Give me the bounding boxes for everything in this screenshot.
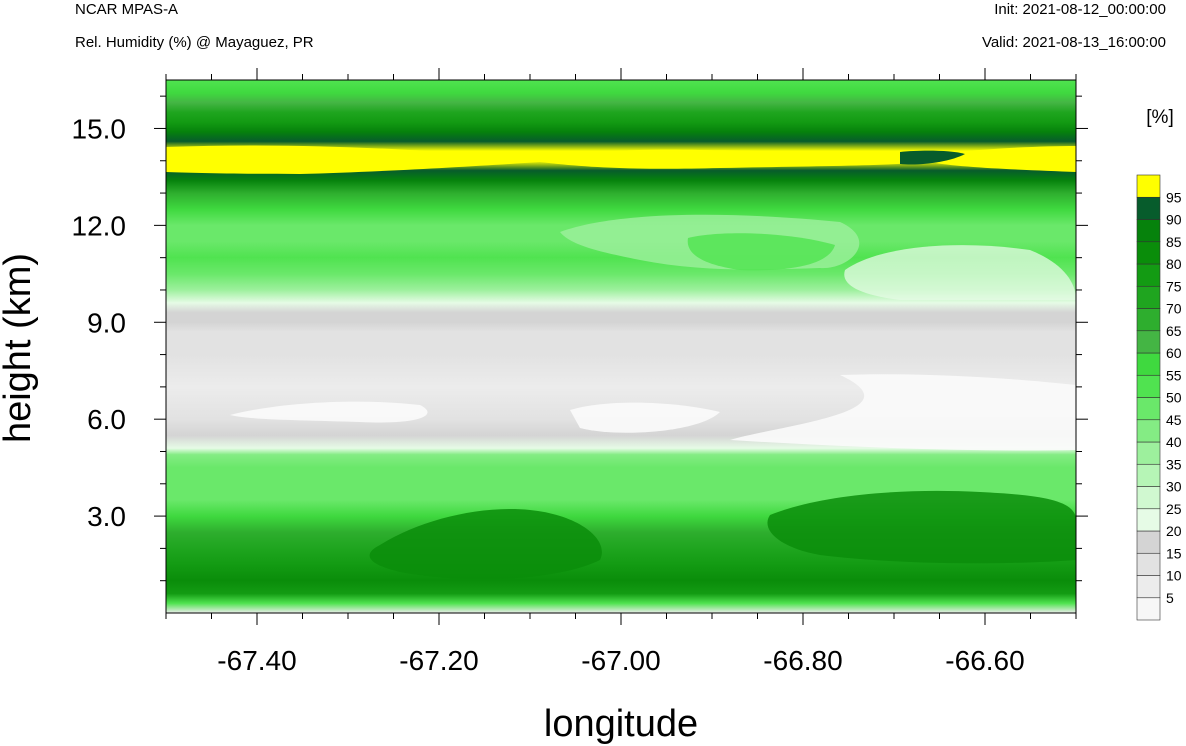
dry-pocket-blob xyxy=(570,402,720,433)
valid-time: Valid: 2021-08-13_16:00:00 xyxy=(981,34,1166,51)
colorbar-level-label: 65 xyxy=(1166,323,1182,339)
saturated-band xyxy=(166,145,1076,174)
colorbar-level-label: 30 xyxy=(1166,479,1182,495)
colorbar-swatch xyxy=(1136,330,1161,354)
colorbar-swatch xyxy=(1136,530,1161,554)
colorbar-unit-label: [%] xyxy=(1146,107,1173,128)
colorbar-swatch xyxy=(1136,486,1161,510)
high-rh-core-blob xyxy=(369,509,602,580)
colorbar-level-label: 50 xyxy=(1166,390,1182,406)
colorbar-level-label: 15 xyxy=(1166,545,1182,561)
x-tick-label: -67.40 xyxy=(217,645,296,676)
colorbar-swatch xyxy=(1136,219,1161,243)
dry-pocket-blob xyxy=(730,374,1076,451)
colorbar-swatch xyxy=(1136,196,1161,220)
axes: -67.40 -67.20 -67.00 -66.80 -66.60 3.0 6.0 9.0 1… xyxy=(72,68,1088,676)
chart-subtitle: Rel. Humidity (%) @ Mayaguez, PR xyxy=(75,34,314,51)
colorbar-level-label: 60 xyxy=(1166,345,1182,361)
y-tick-label: 6.0 xyxy=(87,404,126,435)
y-tick-label: 9.0 xyxy=(87,307,126,338)
colorbar-level-label: 25 xyxy=(1166,501,1182,517)
colorbar-level-label: 10 xyxy=(1166,568,1182,584)
colorbar-swatch xyxy=(1136,285,1161,309)
colorbar-level-label: 40 xyxy=(1166,434,1182,450)
colorbar-swatch xyxy=(1136,508,1161,532)
colorbar-swatch xyxy=(1136,575,1161,599)
colorbar-level-label: 95 xyxy=(1166,189,1182,205)
colorbar: 5 10 15 20 25 30 35 40 45 50 55 60 65 70 75 80 85 90 95 xyxy=(1136,174,1182,621)
colorbar-swatch xyxy=(1136,419,1161,443)
colorbar-level-label: 55 xyxy=(1166,367,1182,383)
colorbar-level-label: 5 xyxy=(1166,590,1174,606)
colorbar-swatch xyxy=(1136,397,1161,421)
y-tick-label: 15.0 xyxy=(72,113,127,144)
upper-moist-blob xyxy=(687,233,835,271)
colorbar-level-label: 20 xyxy=(1166,523,1182,539)
y-axis-label: height (km) xyxy=(0,253,39,443)
colorbar-swatch xyxy=(1136,241,1161,265)
colorbar-swatch xyxy=(1136,263,1161,287)
y-tick-label: 12.0 xyxy=(72,210,127,241)
y-tick-label: 3.0 xyxy=(87,501,126,532)
colorbar-swatch xyxy=(1136,552,1161,576)
colorbar-level-label: 75 xyxy=(1166,278,1182,294)
dry-pocket-blob xyxy=(230,401,428,423)
colorbar-swatch xyxy=(1136,463,1161,487)
colorbar-swatch xyxy=(1136,308,1161,332)
colorbar-swatch xyxy=(1136,597,1161,621)
colorbar-level-label: 85 xyxy=(1166,234,1182,250)
colorbar-level-label: 70 xyxy=(1166,301,1182,317)
plot-area xyxy=(166,80,1076,613)
colorbar-level-label: 35 xyxy=(1166,456,1182,472)
x-tick-label: -66.80 xyxy=(763,645,842,676)
colorbar-swatch xyxy=(1136,441,1161,465)
high-rh-core-blob xyxy=(767,490,1076,564)
colorbar-level-label: 45 xyxy=(1166,412,1182,428)
x-tick-label: -66.60 xyxy=(945,645,1024,676)
model-title: NCAR MPAS-A xyxy=(75,1,179,18)
x-tick-label: -67.20 xyxy=(399,645,478,676)
colorbar-level-label: 90 xyxy=(1166,212,1182,228)
saturated-pinch xyxy=(900,150,965,165)
x-axis-label: longitude xyxy=(544,703,698,745)
colorbar-swatch xyxy=(1136,374,1161,398)
x-tick-label: -67.00 xyxy=(581,645,660,676)
colorbar-swatch xyxy=(1136,352,1161,376)
colorbar-level-label: 80 xyxy=(1166,256,1182,272)
upper-moist-blob xyxy=(844,245,1076,300)
init-time: Init: 2021-08-12_00:00:00 xyxy=(994,1,1166,18)
colorbar-swatch xyxy=(1136,174,1161,198)
